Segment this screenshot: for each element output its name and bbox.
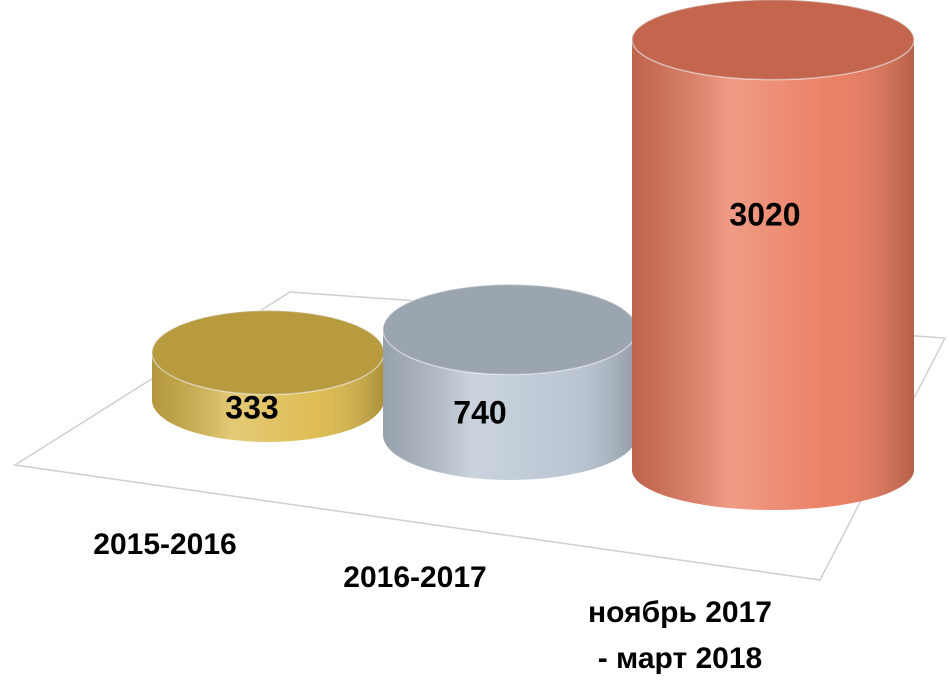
category-label: 2016-2017 [343, 561, 487, 594]
cylinder [382, 283, 638, 480]
cylinder [631, 0, 915, 511]
category-label: ноябрь 2017 - март 2018 [588, 596, 772, 675]
cylinder-top-shade [383, 284, 637, 375]
cylinder-top-shade [632, 0, 914, 80]
cylinder [151, 309, 385, 442]
cylinder-top [631, 0, 915, 81]
value-label: 740 [453, 394, 506, 430]
value-label: 333 [225, 389, 278, 425]
cylinder-shade [632, 39, 914, 511]
value-label: 3020 [729, 196, 800, 232]
cylinder-top-shade [152, 310, 384, 395]
category-label: 2015-2016 [93, 528, 237, 561]
